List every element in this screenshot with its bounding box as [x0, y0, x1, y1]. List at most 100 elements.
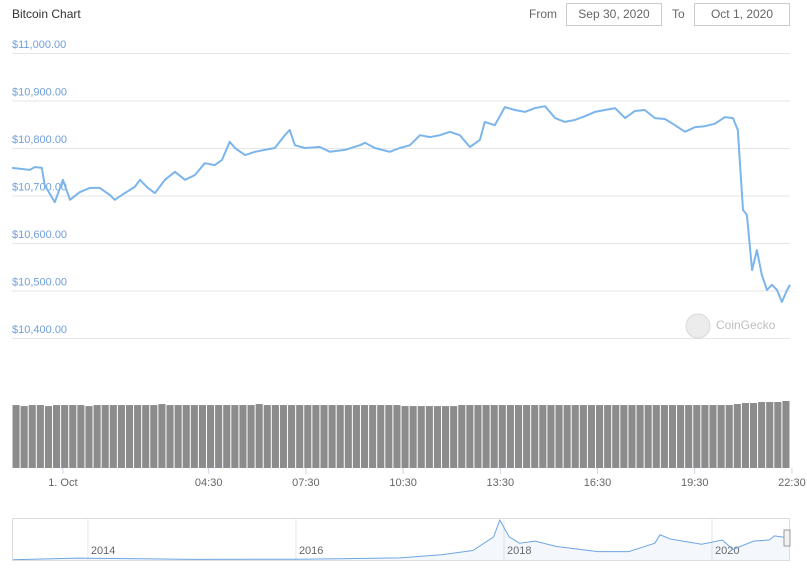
volume-bar: [344, 405, 352, 468]
volume-bar: [215, 405, 223, 468]
x-tick-label: 1. Oct: [48, 477, 77, 489]
volume-bar: [628, 405, 636, 468]
volume-bar: [660, 405, 668, 468]
volume-bar: [579, 405, 587, 468]
volume-bar: [77, 405, 85, 468]
volume-bar: [644, 405, 652, 468]
volume-bar: [28, 405, 36, 468]
volume-bar: [466, 405, 474, 468]
volume-bar: [498, 405, 506, 468]
volume-bar: [231, 405, 239, 468]
y-tick-label: $10,800.00: [12, 134, 67, 146]
y-tick-label: $10,400.00: [12, 324, 67, 336]
y-tick-label: $10,600.00: [12, 229, 67, 241]
volume-bar: [109, 405, 117, 468]
navigator-tick-label: 2020: [715, 545, 739, 557]
volume-bar: [320, 405, 328, 468]
volume-bar: [539, 405, 547, 468]
volume-bar: [385, 405, 393, 468]
volume-bar: [255, 404, 263, 468]
x-tick-label: 10:30: [389, 477, 417, 489]
volume-bar: [547, 405, 555, 468]
volume-bar: [490, 405, 498, 468]
volume-bar: [279, 405, 288, 468]
volume-bar: [677, 405, 685, 468]
volume-bar: [150, 405, 158, 468]
volume-bar: [668, 405, 677, 468]
volume-bar: [458, 405, 466, 468]
navigator-area: [12, 520, 790, 560]
to-date[interactable]: Oct 1, 2020: [711, 7, 773, 21]
watermark-logo: [685, 313, 711, 339]
volume-bar: [166, 405, 174, 468]
navigator-handle[interactable]: [783, 529, 791, 547]
volume-bar: [596, 405, 604, 468]
volume-bar: [401, 406, 409, 468]
volume-bar: [571, 405, 579, 468]
volume-bar: [685, 405, 693, 468]
volume-bar: [393, 405, 401, 468]
volume-bar: [288, 405, 296, 468]
volume-bar: [758, 402, 766, 468]
volume-bar: [474, 405, 482, 468]
volume-bar: [612, 405, 620, 468]
volume-bar: [741, 403, 749, 468]
y-tick-label: $11,000.00: [12, 39, 66, 51]
chart-title: Bitcoin Chart: [12, 7, 81, 21]
volume-bar: [482, 405, 490, 468]
volume-bar: [263, 405, 271, 468]
volume-bar: [620, 405, 628, 468]
watermark-group: CoinGecko: [685, 313, 776, 339]
volume-bar: [247, 405, 255, 468]
volume-bar: [450, 406, 458, 468]
from-date[interactable]: Sep 30, 2020: [578, 7, 650, 21]
volume-bar: [117, 405, 125, 468]
volume-bar: [409, 406, 417, 468]
volume-bar: [69, 405, 77, 468]
to-label: To: [672, 7, 685, 21]
volume-bar: [336, 405, 344, 468]
volume-bar: [701, 405, 709, 468]
volume-bar: [531, 405, 539, 468]
volume-bar: [514, 405, 523, 468]
volume-bar: [304, 405, 312, 468]
navigator-tick-label: 2016: [299, 545, 323, 557]
volume-bar: [506, 405, 514, 468]
volume-bar: [766, 402, 774, 468]
volume-bar: [328, 405, 336, 468]
volume-bar: [377, 405, 385, 468]
volume-bar: [182, 405, 190, 468]
volume-bar: [442, 406, 450, 468]
volume-bar: [725, 405, 733, 468]
x-tick-label: 19:30: [681, 477, 709, 489]
volume-bar: [312, 405, 320, 468]
watermark: CoinGecko: [716, 318, 776, 332]
volume-bar: [12, 405, 20, 468]
volume-bar: [134, 405, 142, 468]
x-tick-label: 04:30: [195, 477, 223, 489]
to-date-box[interactable]: [694, 3, 790, 26]
volume-bar: [271, 405, 279, 468]
volume-bar: [433, 406, 442, 468]
x-tick-label: 07:30: [292, 477, 320, 489]
volume-bar: [717, 405, 725, 468]
volume-bar: [417, 406, 425, 468]
volume-bar: [125, 405, 134, 468]
y-tick-label: $10,700.00: [12, 181, 67, 193]
volume-bar: [587, 405, 595, 468]
x-tick-label: 22:30: [778, 477, 806, 489]
volume-bar: [774, 402, 782, 468]
volume-bar: [360, 405, 369, 468]
volume-bar: [555, 405, 563, 468]
volume-bar: [20, 406, 28, 468]
x-tick-label: 16:30: [584, 477, 612, 489]
volume-bar: [239, 405, 247, 468]
volume-bar: [425, 406, 433, 468]
y-tick-label: $10,900.00: [12, 86, 67, 98]
from-date-box[interactable]: [566, 3, 662, 26]
volume-bar: [604, 405, 612, 468]
volume-bar: [85, 406, 93, 468]
x-tick-label: 13:30: [487, 477, 515, 489]
